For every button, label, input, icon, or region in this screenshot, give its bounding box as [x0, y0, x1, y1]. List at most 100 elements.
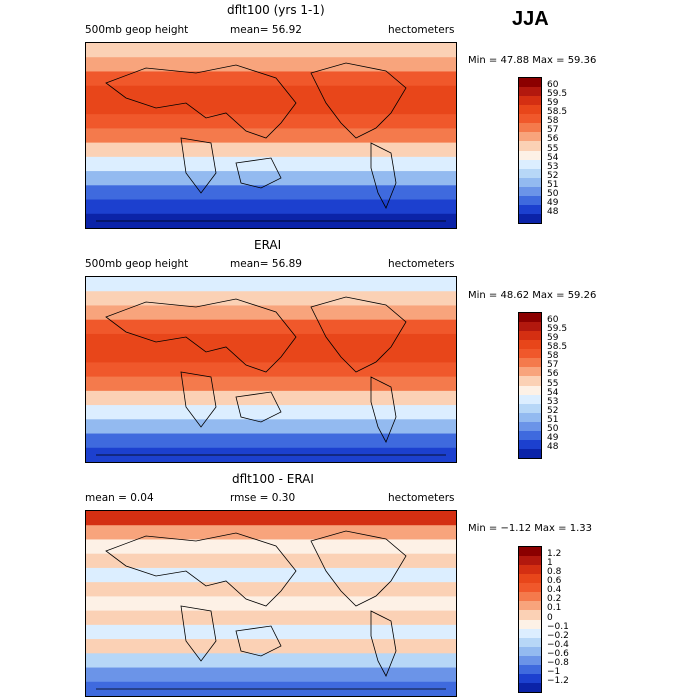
- colorbar-tick-label: 0.4: [547, 585, 562, 596]
- panel2-mean-label: mean= 56.89: [230, 258, 302, 270]
- map-field: [86, 277, 456, 462]
- panel2-map: [85, 276, 457, 463]
- colorbar-tick-label: 57: [547, 360, 559, 371]
- map-band: [86, 433, 456, 449]
- colorbar-tick-label: 54: [547, 387, 559, 398]
- map-band: [86, 128, 456, 144]
- coastline: [310, 530, 407, 607]
- map-band: [86, 624, 456, 640]
- colorbar-swatch: [519, 331, 541, 341]
- colorbar-swatch: [519, 213, 541, 223]
- colorbar-tick-label: 58.5: [547, 107, 568, 118]
- colorbar-tick-label: 52: [547, 170, 559, 181]
- colorbar-tick-label: 50: [547, 423, 559, 434]
- map-band: [86, 142, 456, 158]
- map-band: [86, 667, 456, 683]
- colorbar-tick-label: 54: [547, 152, 559, 163]
- map-band: [86, 319, 456, 335]
- colorbar-swatch: [519, 610, 541, 620]
- panel1-mean-label: mean= 56.92: [230, 24, 302, 36]
- colorbar-swatch: [519, 556, 541, 566]
- map-band: [86, 185, 456, 201]
- map-band: [86, 639, 456, 654]
- colorbar-tick-label: 51: [547, 179, 559, 190]
- colorbar-swatch: [519, 385, 541, 395]
- coastline: [310, 62, 407, 139]
- map-band: [86, 43, 456, 58]
- colorbar-tick-label: 0: [547, 612, 553, 623]
- colorbar-swatch: [519, 177, 541, 187]
- colorbar-tick-label: 58.5: [547, 342, 568, 353]
- map-band: [86, 362, 456, 378]
- coastline: [310, 296, 407, 373]
- map-band: [86, 511, 456, 526]
- panel1-map: [85, 42, 457, 229]
- map-field: [86, 43, 456, 228]
- colorbar-swatch: [519, 186, 541, 196]
- map-band: [86, 567, 456, 583]
- map-band: [86, 348, 456, 363]
- colorbar-tick-label: 0.2: [547, 594, 562, 605]
- map-band: [86, 376, 456, 392]
- colorbar-tick-label: 49: [547, 432, 559, 443]
- colorbar-swatch: [519, 141, 541, 151]
- colorbar-tick-label: 49: [547, 197, 559, 208]
- colorbar-swatch: [519, 367, 541, 377]
- colorbar-swatch: [519, 340, 541, 350]
- colorbar-swatch: [519, 682, 541, 692]
- colorbar-tick-label: 59.5: [547, 324, 568, 335]
- map-band: [86, 610, 456, 626]
- panel3-colorbar: [518, 546, 542, 693]
- colorbar-swatch: [519, 114, 541, 124]
- panel1-minmax: Min = 47.88 Max = 59.36: [468, 55, 597, 66]
- colorbar-swatch: [519, 574, 541, 584]
- panel3-mean-label: mean = 0.04: [85, 492, 154, 504]
- map-band: [86, 114, 456, 129]
- coastline: [370, 610, 397, 677]
- map-band: [86, 539, 456, 555]
- colorbar-swatch: [519, 168, 541, 178]
- map-band: [86, 653, 456, 669]
- colorbar-tick-label: 1.2: [547, 549, 562, 560]
- map-band: [86, 305, 456, 321]
- panel3-title: dflt100 - ERAI: [232, 472, 314, 486]
- map-band: [86, 199, 456, 215]
- colorbar-tick-label: 52: [547, 405, 559, 416]
- colorbar-swatch: [519, 628, 541, 638]
- coastline: [370, 376, 397, 443]
- colorbar-swatch: [519, 439, 541, 449]
- map-band: [86, 553, 456, 569]
- colorbar-tick-label: −0.4: [547, 639, 569, 650]
- panel1-units-label: hectometers: [388, 24, 455, 36]
- colorbar-swatch: [519, 349, 541, 359]
- colorbar-tick-label: 0.1: [547, 603, 562, 614]
- coastline: [180, 605, 217, 662]
- map-band: [86, 71, 456, 87]
- colorbar-tick-label: 53: [547, 396, 559, 407]
- colorbar-tick-label: 58: [547, 351, 559, 362]
- map-band: [86, 582, 456, 597]
- colorbar-swatch: [519, 195, 541, 205]
- colorbar-swatch: [519, 664, 541, 674]
- map-band: [86, 85, 456, 101]
- panel2-title: ERAI: [254, 238, 282, 252]
- panel1-variable-label: 500mb geop height: [85, 24, 189, 36]
- colorbar-tick-label: 60: [547, 315, 559, 326]
- map-field: [86, 511, 456, 696]
- colorbar-tick-label: −0.1: [547, 621, 569, 632]
- colorbar-swatch: [519, 313, 541, 323]
- map-band: [86, 596, 456, 612]
- map-band: [86, 99, 456, 115]
- panel3-minmax: Min = −1.12 Max = 1.33: [468, 523, 592, 534]
- colorbar-tick-label: 53: [547, 161, 559, 172]
- colorbar-swatch: [519, 430, 541, 440]
- colorbar-tick-label: 60: [547, 80, 559, 91]
- colorbar-swatch: [519, 132, 541, 142]
- colorbar-swatch: [519, 412, 541, 422]
- colorbar-swatch: [519, 403, 541, 413]
- panel2-minmax: Min = 48.62 Max = 59.26: [468, 290, 597, 301]
- map-band: [86, 390, 456, 406]
- colorbar-tick-label: 0.6: [547, 576, 562, 587]
- coastline: [105, 64, 297, 139]
- colorbar-swatch: [519, 592, 541, 602]
